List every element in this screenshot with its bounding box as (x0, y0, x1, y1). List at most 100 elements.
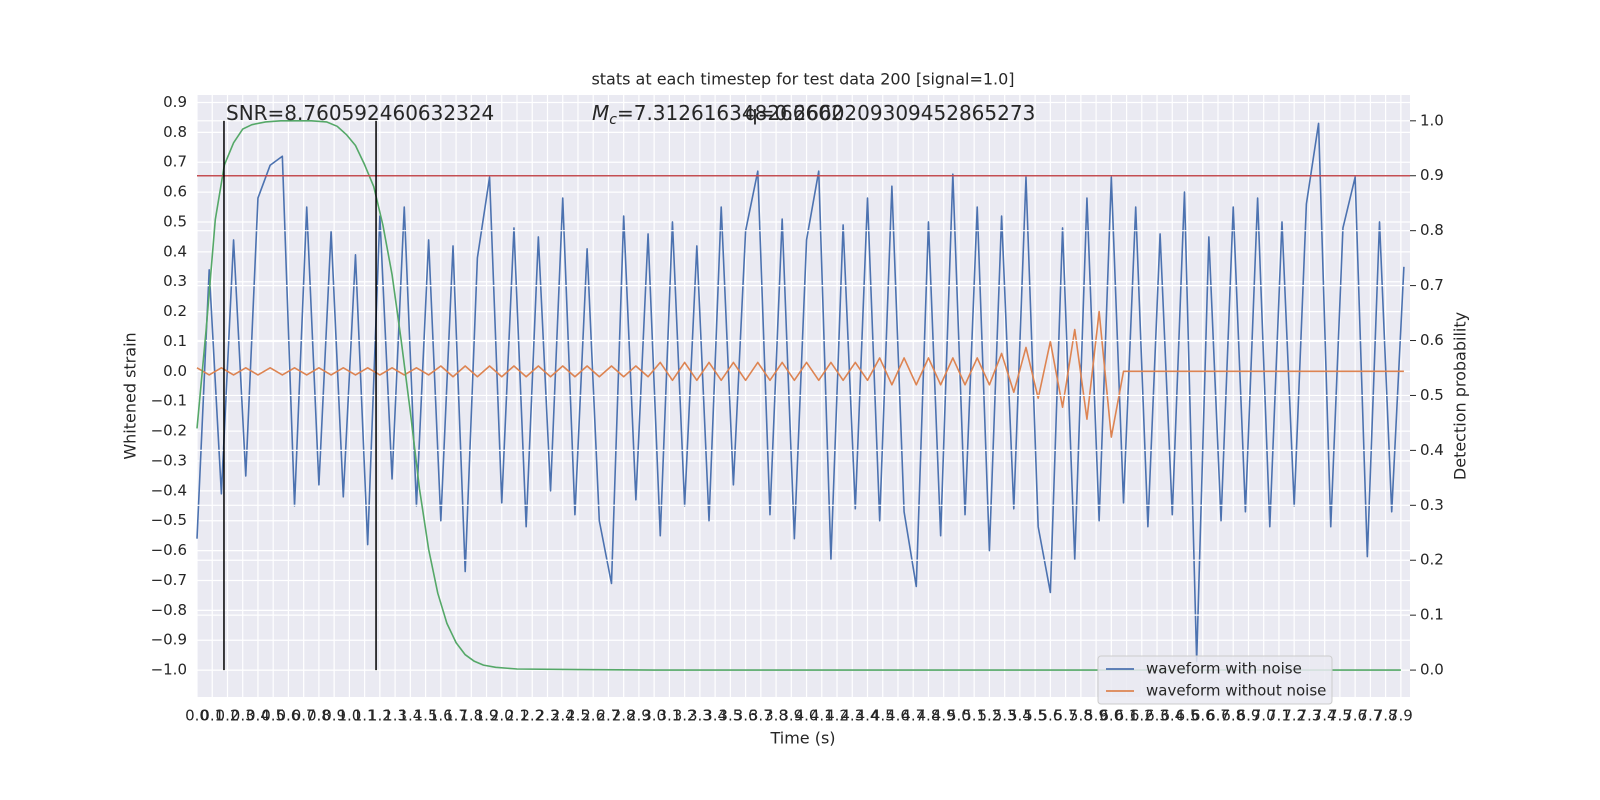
x-tick-label: 5.6 (1038, 707, 1062, 725)
y2-tick-label: 1.0 (1420, 111, 1444, 129)
x-tick-label: 0.2 (216, 707, 240, 725)
y2-tick-label: 0.8 (1420, 221, 1444, 239)
x-tick-label: 4.7 (901, 707, 925, 725)
x-tick-label: 7.3 (1297, 707, 1321, 725)
x-tick-label: 4.8 (917, 707, 941, 725)
x-tick-label: 3.4 (703, 707, 727, 725)
annotation-text: =7.312616348266602 (617, 101, 844, 125)
x-tick-label: 2.3 (536, 707, 560, 725)
x-tick-label: 6.5 (1176, 707, 1200, 725)
x-tick-label: 0.0 (185, 707, 209, 725)
y2-tick-label: 0.5 (1420, 386, 1444, 404)
legend-label: waveform without noise (1146, 682, 1326, 700)
x-tick-label: 7.1 (1267, 707, 1291, 725)
y-tick-label: 0.8 (163, 123, 187, 141)
x-tick-label: 6.3 (1145, 707, 1169, 725)
x-tick-label: 5.1 (962, 707, 986, 725)
x-tick-label: 4.1 (810, 707, 834, 725)
y-tick-label: 0.2 (163, 302, 187, 320)
x-tick-label: 2.4 (551, 707, 575, 725)
y2-tick-label: 0.2 (1420, 551, 1444, 569)
x-tick-label: 7.8 (1374, 707, 1398, 725)
x-tick-label: 6.1 (1115, 707, 1139, 725)
series-line (196, 310, 1404, 438)
x-tick-label: 4.2 (825, 707, 849, 725)
y2-tick-label: 0.7 (1420, 276, 1444, 294)
legend-box (1097, 655, 1333, 705)
y-tick-label: 0.4 (163, 242, 187, 260)
y-tick-label: 0.5 (163, 212, 187, 230)
y-tick-label: 0.6 (163, 183, 187, 201)
labels: 0.00.10.20.30.40.50.60.70.80.91.01.11.21… (151, 93, 1444, 725)
series-line (196, 122, 1405, 662)
y-tick-label: −0.7 (151, 571, 187, 589)
annotation: Mc=7.312616348266602 (592, 101, 844, 129)
x-tick-label: 3.5 (718, 707, 742, 725)
x-tick-label: 6.2 (1130, 707, 1154, 725)
x-tick-label: 3.7 (749, 707, 773, 725)
y2-tick-label: 0.4 (1420, 441, 1444, 459)
y-tick-label: −0.4 (151, 481, 187, 499)
y2-tick-label: 0.1 (1420, 606, 1444, 624)
chart-title: stats at each timestep for test data 200… (591, 70, 1014, 89)
x-tick-label: 0.5 (261, 707, 285, 725)
x-tick-label: 0.4 (246, 707, 270, 725)
legend-label: waveform with noise (1146, 660, 1302, 678)
x-tick-label: 0.9 (322, 707, 346, 725)
x-tick-label: 5.4 (1008, 707, 1032, 725)
y2-tick-label: 0.3 (1420, 496, 1444, 514)
annotation-symbol: M (592, 101, 609, 125)
x-tick-label: 1.8 (459, 707, 483, 725)
y-tick-label: −0.3 (151, 451, 187, 469)
x-tick-label: 0.8 (307, 707, 331, 725)
y-tick-label: 0.9 (163, 93, 187, 111)
x-tick-label: 6.4 (1160, 707, 1184, 725)
x-tick-label: 2.7 (597, 707, 621, 725)
annotation-subscript: c (609, 112, 617, 128)
probability-line (196, 120, 1401, 671)
axis1-series (196, 122, 1405, 662)
y-tick-label: 0.3 (163, 272, 187, 290)
x-tick-label: 5.9 (1084, 707, 1108, 725)
x-tick-label: 1.7 (444, 707, 468, 725)
x-tick-label: 4.4 (856, 707, 880, 725)
x-tick-label: 1.0 (337, 707, 361, 725)
x-tick-label: 1.9 (475, 707, 499, 725)
x-tick-label: 4.6 (886, 707, 910, 725)
y2-axis-label: Detection probability (1451, 312, 1470, 480)
x-tick-label: 7.2 (1282, 707, 1306, 725)
legend: waveform with noise waveform without nois… (1097, 655, 1333, 705)
x-tick-label: 0.6 (277, 707, 301, 725)
x-tick-label: 6.0 (1099, 707, 1123, 725)
x-tick-label: 2.1 (505, 707, 529, 725)
x-tick-label: 7.6 (1343, 707, 1367, 725)
annotation-text: SNR=8.760592460632324 (226, 101, 494, 125)
x-tick-label: 7.7 (1358, 707, 1382, 725)
annotation: SNR=8.760592460632324 (226, 101, 494, 125)
x-tick-label: 5.3 (993, 707, 1017, 725)
x-tick-label: 4.9 (932, 707, 956, 725)
x-tick-label: 2.0 (490, 707, 514, 725)
x-axis-label: Time (s) (769, 729, 835, 748)
x-tick-label: 5.5 (1023, 707, 1047, 725)
y-tick-label: −0.8 (151, 601, 187, 619)
x-tick-label: 3.3 (688, 707, 712, 725)
x-tick-label: 3.6 (734, 707, 758, 725)
x-tick-label: 7.0 (1252, 707, 1276, 725)
y-tick-label: −0.1 (151, 392, 187, 410)
y-tick-label: 0.1 (163, 332, 187, 350)
x-tick-label: 2.6 (581, 707, 605, 725)
y-tick-label: −0.9 (151, 631, 187, 649)
x-tick-label: 1.5 (414, 707, 438, 725)
x-tick-label: 0.3 (231, 707, 255, 725)
axis2-series (196, 120, 1410, 671)
y-tick-label: −0.2 (151, 422, 187, 440)
annotation-text: q=0.2660209309452865273 (745, 101, 1035, 125)
x-tick-label: 1.3 (383, 707, 407, 725)
x-tick-label: 7.5 (1328, 707, 1352, 725)
x-tick-label: 0.7 (292, 707, 316, 725)
x-tick-label: 3.0 (642, 707, 666, 725)
x-tick-label: 3.2 (673, 707, 697, 725)
